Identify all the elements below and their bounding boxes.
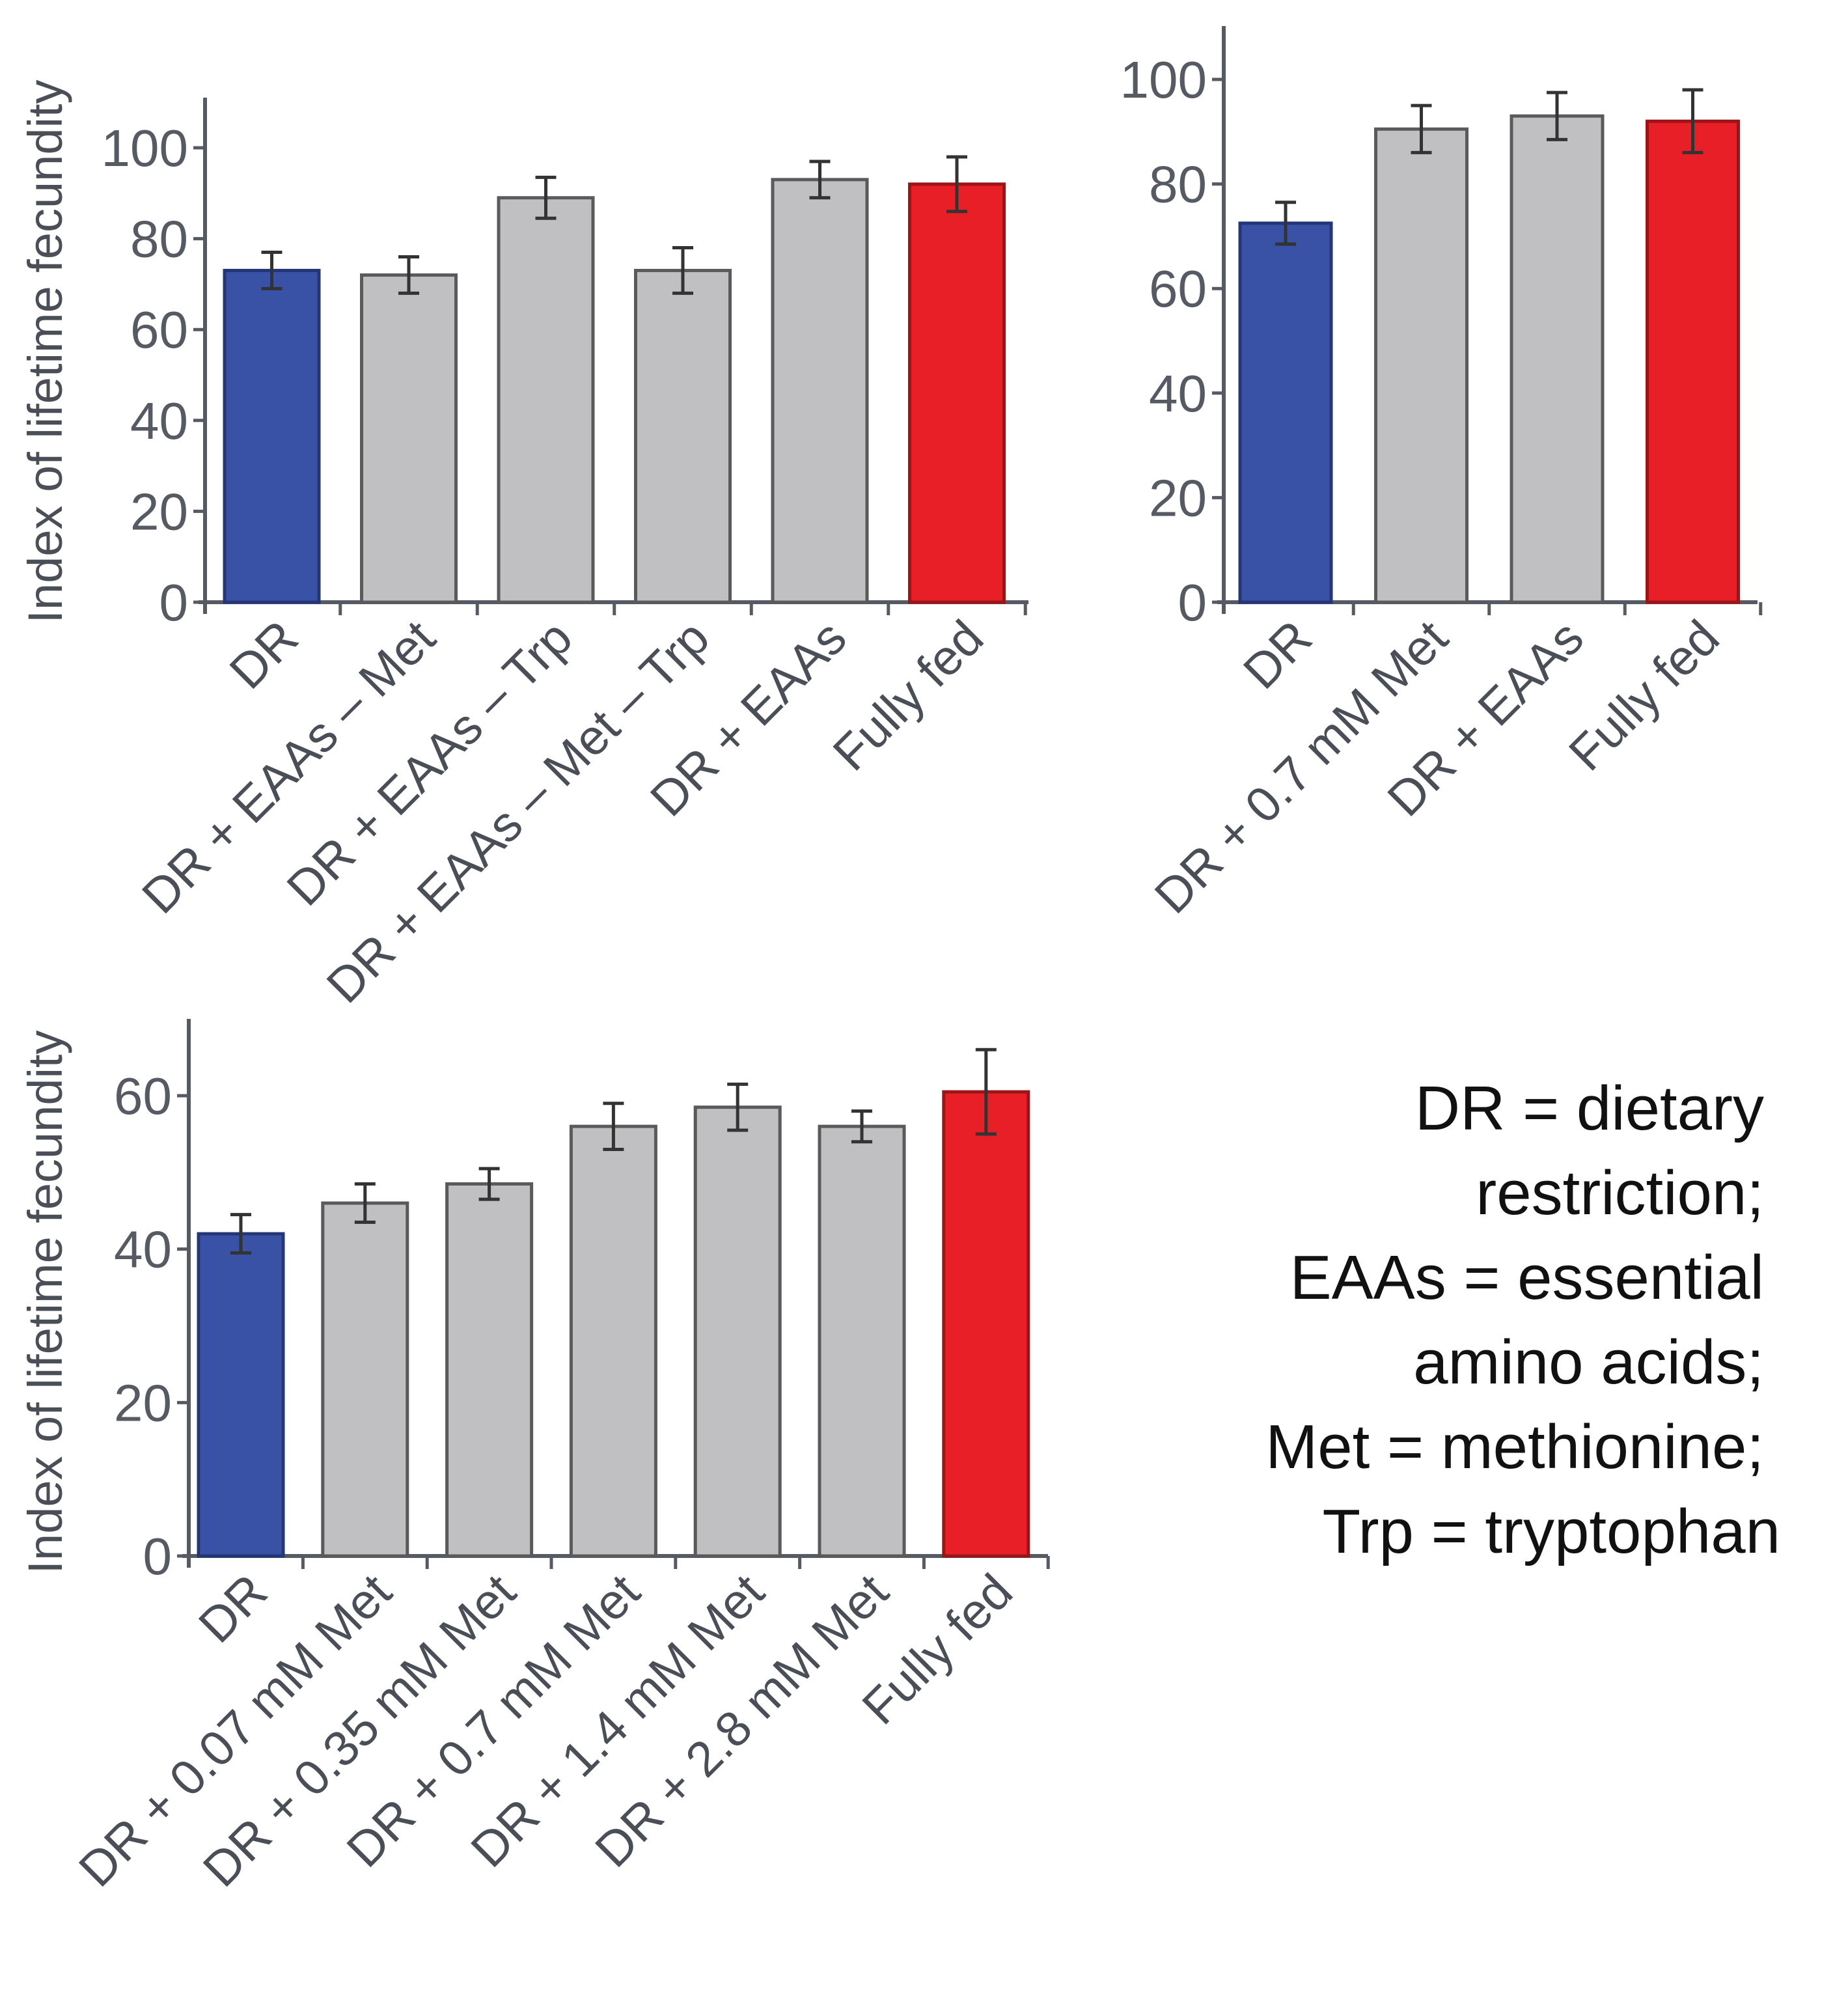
- bar: [445, 1182, 534, 1558]
- bar: [569, 1124, 657, 1558]
- y-axis-title: Index of lifetime fecundity: [18, 1031, 72, 1574]
- bar: [771, 178, 869, 604]
- legend-line: DR = dietary: [1415, 1074, 1764, 1143]
- bar: [942, 1090, 1030, 1558]
- x-category-label: DR: [1233, 610, 1323, 700]
- bar: [360, 273, 458, 604]
- y-tick-label: 40: [1149, 365, 1207, 423]
- y-tick-label: 40: [130, 392, 188, 450]
- bar: [634, 268, 732, 604]
- x-category-label: DR: [188, 1564, 278, 1654]
- bar: [908, 182, 1006, 604]
- bar: [197, 1232, 285, 1558]
- x-category-label: Fully fed: [1558, 610, 1730, 781]
- x-category-label: Fully fed: [823, 610, 994, 781]
- legend-line: Trp = tryptophan: [1323, 1497, 1781, 1566]
- legend-line: restriction;: [1476, 1158, 1764, 1228]
- y-tick-label: 100: [102, 119, 188, 177]
- y-tick-label: 80: [1149, 156, 1207, 214]
- y-tick-label: 0: [143, 1527, 172, 1585]
- y-tick-label: 0: [159, 574, 189, 632]
- x-category-label: DR: [219, 610, 309, 700]
- y-tick-label: 20: [1149, 469, 1207, 527]
- legend-line: Met = methionine;: [1265, 1412, 1764, 1482]
- y-tick-label: 100: [1120, 51, 1207, 109]
- bar: [693, 1105, 782, 1558]
- bar: [223, 268, 321, 604]
- y-tick-label: 20: [130, 482, 188, 540]
- bar: [321, 1201, 409, 1558]
- y-tick-label: 80: [130, 210, 188, 268]
- y-tick-label: 40: [114, 1221, 172, 1279]
- abbreviation-legend: DR = dietary restriction; EAAs = essenti…: [1265, 1074, 1780, 1566]
- y-tick-label: 20: [114, 1374, 172, 1432]
- bar: [1374, 127, 1469, 604]
- bar: [1238, 221, 1333, 604]
- y-tick-label: 0: [1178, 574, 1207, 632]
- legend-line: amino acids;: [1413, 1327, 1764, 1397]
- bar: [818, 1124, 906, 1558]
- bar: [1646, 119, 1740, 604]
- bar: [497, 196, 595, 604]
- y-axis-title: Index of lifetime fecundity: [18, 80, 72, 624]
- y-tick-label: 60: [114, 1067, 172, 1125]
- legend-line: EAAs = essential: [1290, 1243, 1764, 1312]
- y-tick-label: 60: [1149, 260, 1207, 318]
- bar: [1510, 114, 1605, 604]
- y-tick-label: 60: [130, 301, 188, 359]
